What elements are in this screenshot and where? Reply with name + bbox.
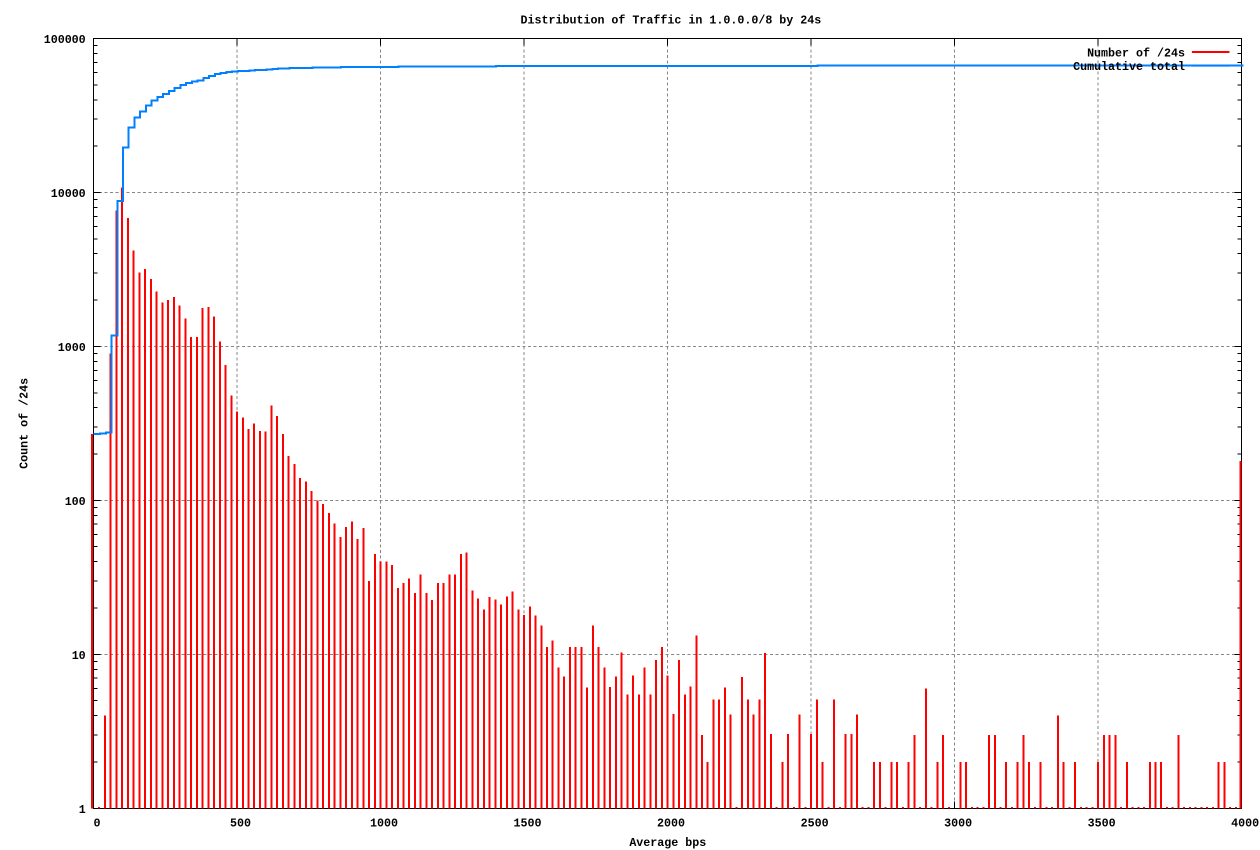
- svg-text:1: 1: [79, 803, 86, 817]
- svg-text:Number of /24s: Number of /24s: [1087, 46, 1185, 60]
- svg-text:2500: 2500: [801, 817, 829, 831]
- svg-text:500: 500: [230, 817, 251, 831]
- svg-text:10: 10: [72, 649, 86, 663]
- svg-text:1000: 1000: [58, 341, 86, 355]
- svg-text:0: 0: [94, 817, 101, 831]
- svg-text:3000: 3000: [944, 817, 972, 831]
- svg-text:4000: 4000: [1231, 817, 1259, 831]
- svg-text:Distribution of Traffic in 1.0: Distribution of Traffic in 1.0.0.0/8 by …: [521, 13, 822, 27]
- svg-text:100: 100: [65, 495, 86, 509]
- svg-text:Count of /24s: Count of /24s: [17, 378, 31, 469]
- svg-text:1500: 1500: [514, 817, 542, 831]
- svg-text:2000: 2000: [657, 817, 685, 831]
- svg-text:10000: 10000: [51, 187, 86, 201]
- svg-text:3500: 3500: [1088, 817, 1116, 831]
- svg-text:Cumulative total: Cumulative total: [1073, 60, 1185, 74]
- svg-text:1000: 1000: [370, 817, 398, 831]
- svg-text:Average bps: Average bps: [629, 836, 706, 850]
- svg-text:100000: 100000: [44, 33, 86, 47]
